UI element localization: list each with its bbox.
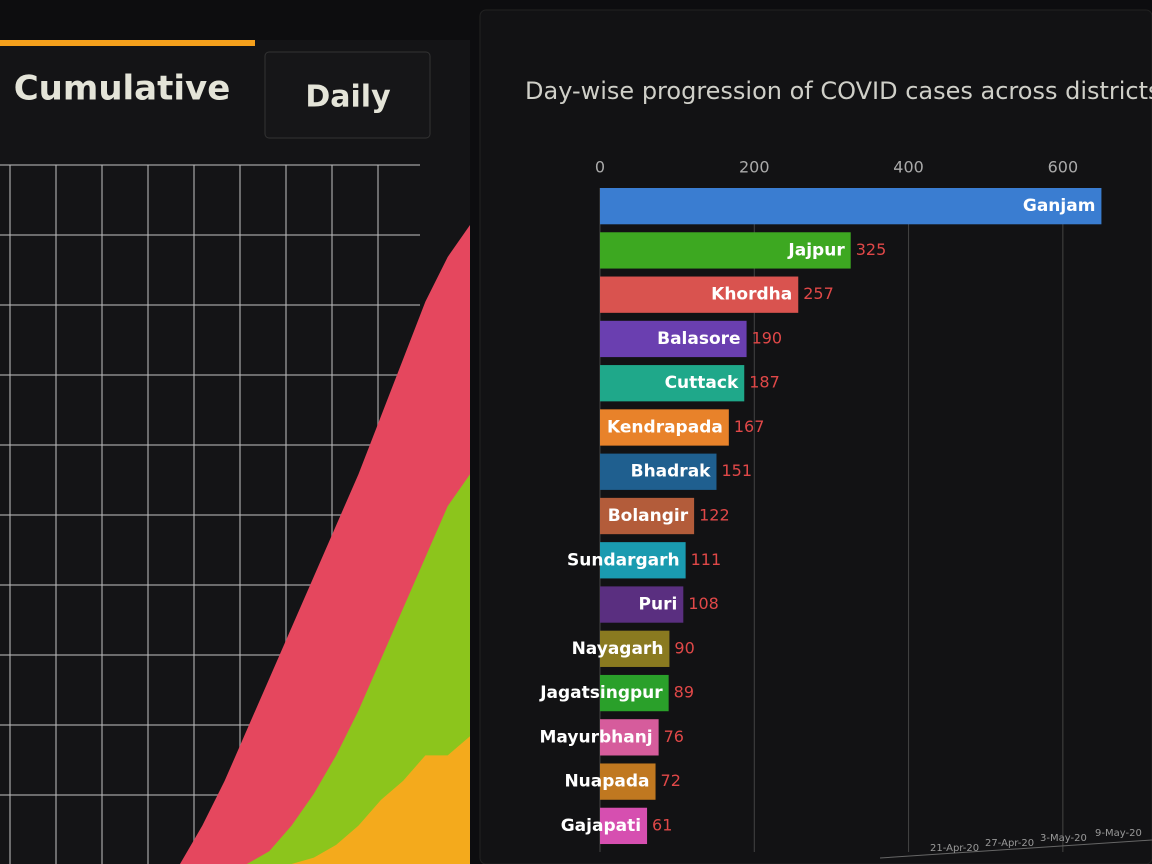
value-label: 187 bbox=[749, 373, 780, 392]
x-tick-label: 200 bbox=[739, 158, 770, 177]
bar-label: Jagatsingpur bbox=[539, 683, 663, 703]
bar-label: Balasore bbox=[657, 329, 740, 349]
bar-chart: 0 200 400 600 Ganjam Jajpur 325 Khordha 257 Balas… bbox=[539, 158, 1102, 852]
timeline-label: 9-May-20 bbox=[1095, 828, 1142, 839]
bar bbox=[600, 719, 659, 756]
value-label: 167 bbox=[734, 417, 765, 436]
timeline: 21-Apr-20 27-Apr-20 3-May-20 9-May-20 bbox=[879, 828, 1152, 859]
timeline-label: 27-Apr-20 bbox=[985, 838, 1034, 849]
value-label: 257 bbox=[803, 284, 834, 303]
x-tick-label: 400 bbox=[893, 158, 924, 177]
tab-label[interactable]: Daily bbox=[305, 80, 391, 115]
bar-label: Ganjam bbox=[1023, 196, 1096, 216]
bar bbox=[600, 586, 684, 623]
bar bbox=[600, 453, 717, 490]
timeline-label: 21-Apr-20 bbox=[930, 843, 979, 854]
bar bbox=[600, 542, 686, 579]
bar-label: Nayagarh bbox=[572, 639, 664, 659]
tab-daily[interactable] bbox=[264, 51, 431, 139]
bar bbox=[600, 763, 656, 800]
value-label: 325 bbox=[856, 240, 887, 259]
timeline-axis bbox=[879, 839, 1152, 859]
area-chart bbox=[0, 164, 470, 864]
area bbox=[180, 736, 470, 864]
bar-label: Nuapada bbox=[564, 772, 649, 792]
bar-label: Kendrapada bbox=[607, 417, 723, 437]
bar bbox=[600, 365, 745, 402]
tab-label[interactable]: Cumulative bbox=[14, 69, 231, 109]
value-label: 122 bbox=[699, 506, 730, 525]
bar-label: Bolangir bbox=[608, 506, 689, 526]
bar-label: Puri bbox=[639, 595, 678, 615]
bar-label: Gajapati bbox=[561, 816, 641, 836]
timeline-label: 3-May-20 bbox=[1040, 833, 1087, 844]
bar bbox=[600, 630, 670, 667]
bar bbox=[600, 674, 669, 712]
bar bbox=[600, 497, 695, 535]
bar bbox=[600, 188, 1102, 225]
value-label: 76 bbox=[664, 727, 684, 746]
value-label: 72 bbox=[661, 771, 681, 790]
value-label: 111 bbox=[691, 550, 722, 569]
bar-label: Jajpur bbox=[787, 240, 845, 260]
value-label: 90 bbox=[674, 638, 694, 657]
bar-label: Bhadrak bbox=[631, 462, 712, 482]
value-label: 61 bbox=[652, 815, 672, 834]
bar bbox=[600, 232, 851, 269]
area bbox=[180, 474, 470, 864]
value-label: 190 bbox=[752, 328, 783, 347]
active-tab-indicator bbox=[0, 40, 255, 46]
bar-label: Sundargarh bbox=[567, 550, 680, 570]
bar bbox=[600, 320, 747, 358]
bar-label: Mayurbhanj bbox=[540, 727, 653, 747]
value-label: 108 bbox=[688, 594, 719, 613]
bar-label: Khordha bbox=[711, 285, 792, 305]
x-tick-label: 0 bbox=[595, 158, 605, 177]
bar bbox=[600, 409, 729, 446]
x-tick-label: 600 bbox=[1048, 158, 1079, 177]
value-label: 89 bbox=[674, 683, 694, 702]
value-label: 151 bbox=[721, 461, 752, 480]
bar-label: Cuttack bbox=[665, 373, 739, 393]
bar bbox=[600, 276, 799, 313]
chart-title: Day-wise progression of COVID cases acro… bbox=[525, 77, 1152, 105]
bar bbox=[600, 807, 648, 845]
